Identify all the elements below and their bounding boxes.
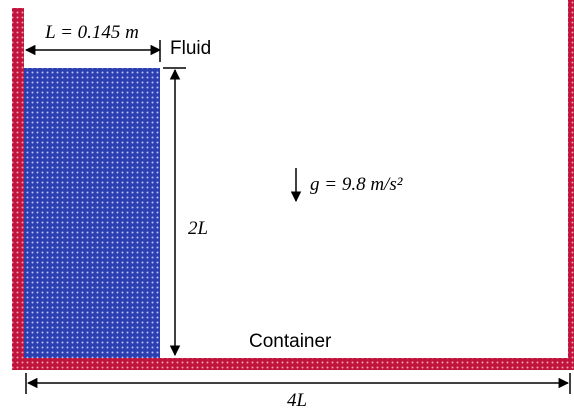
fluid-label: Fluid — [170, 38, 211, 59]
height-label: 2L — [188, 218, 208, 239]
length-label: L = 0.145 m — [44, 22, 139, 43]
container-right-wall — [568, 0, 574, 370]
dam-break-diagram: L = 0.145 m Fluid 2L g = 9.8 m/s² Contai… — [0, 0, 574, 409]
container-floor — [12, 358, 574, 370]
width-label: 4L — [287, 390, 307, 409]
gravity-label: g = 9.8 m/s² — [310, 174, 403, 195]
container-label: Container — [249, 331, 332, 352]
container-left-wall — [12, 8, 24, 370]
fluid-column — [24, 68, 160, 358]
